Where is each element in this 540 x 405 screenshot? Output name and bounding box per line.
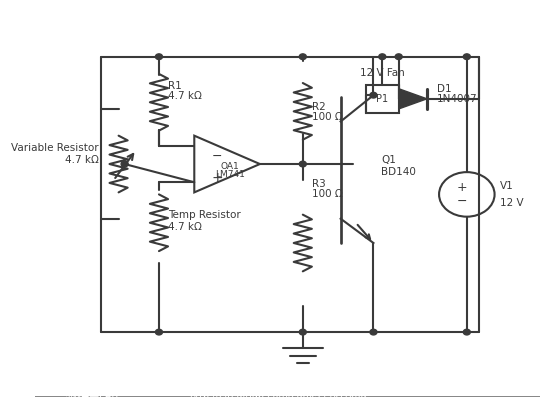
Polygon shape — [399, 89, 427, 109]
Text: Variable Resistor: Variable Resistor — [11, 143, 98, 153]
Circle shape — [299, 54, 306, 60]
Circle shape — [156, 329, 163, 335]
Circle shape — [463, 54, 470, 60]
Text: Temp Resistor: Temp Resistor — [168, 210, 241, 220]
Text: R2: R2 — [312, 102, 326, 112]
Text: R1: R1 — [168, 81, 182, 91]
Text: 4.7 kΩ: 4.7 kΩ — [168, 222, 202, 232]
Text: V1: V1 — [500, 181, 514, 191]
Text: 12 V: 12 V — [500, 198, 523, 207]
Text: OA1: OA1 — [220, 162, 239, 171]
Text: −: − — [456, 195, 467, 208]
Text: BD140: BD140 — [381, 167, 416, 177]
Text: ∿W▶—LAB: ∿W▶—LAB — [65, 390, 119, 401]
Text: 100 Ω: 100 Ω — [312, 190, 343, 199]
Text: 12 V Fan: 12 V Fan — [360, 68, 404, 78]
Circle shape — [299, 161, 306, 167]
Circle shape — [156, 54, 163, 60]
Circle shape — [299, 329, 306, 335]
Circle shape — [379, 54, 386, 60]
Text: 4.7 kΩ: 4.7 kΩ — [168, 91, 202, 101]
Text: P1: P1 — [376, 94, 388, 104]
Text: Q1: Q1 — [381, 155, 396, 165]
Text: R3: R3 — [312, 179, 326, 189]
Text: CIRCUIT: CIRCUIT — [67, 376, 117, 386]
Text: LM741: LM741 — [215, 170, 245, 179]
Text: http://circuitlab.com/cg8x344x7rx6q: http://circuitlab.com/cg8x344x7rx6q — [189, 390, 367, 401]
Circle shape — [463, 329, 470, 335]
Text: jsande17 / ECE 330 Project 1 Schematic: jsande17 / ECE 330 Project 1 Schematic — [189, 375, 397, 385]
Text: 4.7 kΩ: 4.7 kΩ — [64, 155, 98, 165]
Text: +: + — [211, 171, 223, 185]
Circle shape — [395, 54, 402, 60]
Circle shape — [370, 329, 377, 335]
Text: 100 Ω: 100 Ω — [312, 113, 343, 122]
Text: +: + — [456, 181, 467, 194]
Circle shape — [370, 92, 377, 98]
Circle shape — [121, 161, 128, 167]
Text: 1N4007: 1N4007 — [436, 94, 477, 104]
Text: D1: D1 — [436, 84, 451, 94]
Text: −: − — [212, 149, 222, 162]
